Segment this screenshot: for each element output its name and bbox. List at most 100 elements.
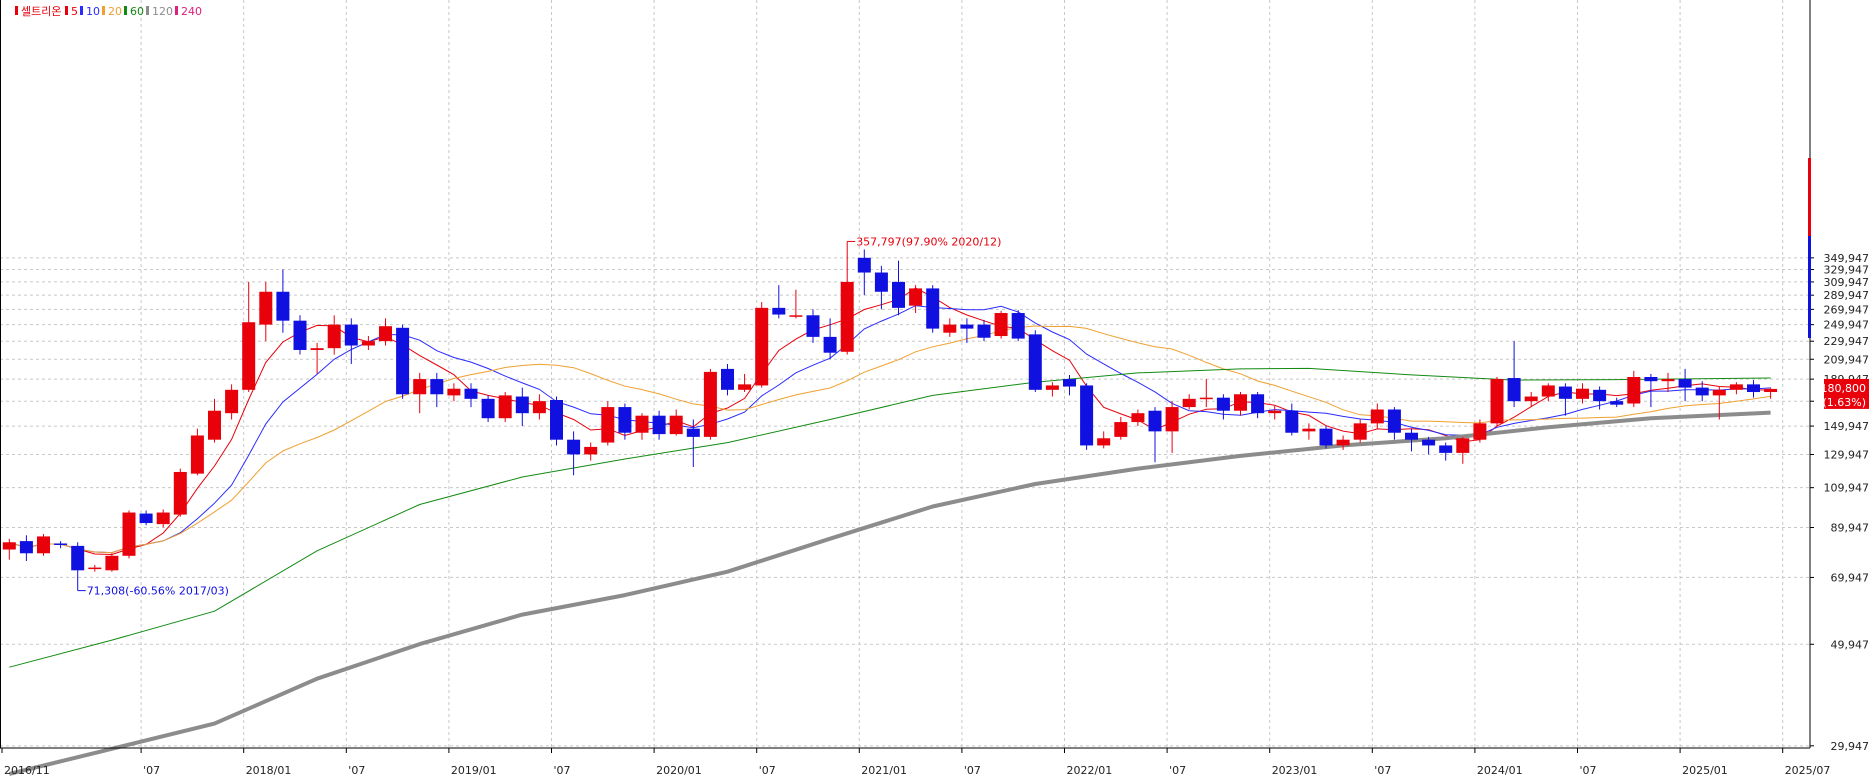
candle-body [1593, 389, 1607, 402]
x-tick-label: '07 [759, 764, 776, 777]
candle-body [1285, 410, 1299, 433]
candle [960, 318, 974, 343]
annotations: 357,797(97.90% 2020/12) 71,308(-60.56% 20… [77, 235, 1001, 598]
candle [669, 409, 683, 436]
candle-body [943, 324, 957, 333]
candle [310, 342, 324, 374]
candle-body [840, 281, 854, 352]
candle-body [1524, 396, 1538, 402]
high-annotation: 357,797(97.90% 2020/12) [846, 235, 1001, 254]
x-tick-label: '07 [1169, 764, 1186, 777]
candle [550, 396, 563, 446]
legend-label: 20 [108, 5, 122, 18]
candle [1593, 386, 1607, 410]
candle [1764, 387, 1778, 399]
candle [156, 509, 170, 528]
candle-body [703, 371, 717, 437]
legend-item: 5 [65, 5, 78, 18]
candle [994, 310, 1008, 339]
price-range-bar-down [1808, 236, 1811, 338]
candle-body [122, 512, 136, 556]
candle-body [1268, 410, 1282, 414]
candle-body [755, 307, 769, 386]
y-tick-label: 149,947 [1824, 420, 1870, 433]
legend-item: 10 [80, 5, 100, 18]
candle [1045, 382, 1059, 397]
candle [1387, 407, 1401, 440]
candle [413, 372, 427, 414]
candle [943, 318, 957, 337]
candle [396, 324, 410, 399]
y-tick-label: 209,947 [1824, 353, 1870, 366]
y-tick-label: 109,947 [1824, 482, 1870, 495]
legend-item: 60 [124, 5, 144, 18]
candle [584, 442, 598, 461]
candle [190, 428, 204, 476]
y-tick-label: 29,947 [1831, 740, 1870, 753]
x-tick-label: 2020/01 [656, 764, 702, 777]
candle [1063, 374, 1076, 396]
y-tick-label: 269,947 [1824, 303, 1870, 316]
candle-body [1319, 428, 1333, 446]
candle-body [1507, 378, 1521, 402]
price-range-bar-up [1808, 158, 1811, 238]
legend-swatch [146, 6, 149, 15]
legend-swatch [175, 6, 178, 15]
legend-swatch [124, 6, 127, 15]
x-tick-label: '07 [964, 764, 981, 777]
y-tick-label: 329,947 [1824, 264, 1870, 277]
candle-body [1610, 401, 1624, 405]
candle [1165, 401, 1179, 453]
candle [1216, 394, 1230, 420]
last-price-change: (1.63%) [1822, 396, 1866, 409]
candle-body [19, 541, 33, 554]
candle [344, 318, 358, 364]
candles [2, 249, 1778, 574]
candle-body [601, 407, 615, 443]
candle [1114, 416, 1128, 440]
candle [447, 383, 461, 402]
y-tick-label: 309,947 [1824, 276, 1870, 289]
candle-body [1148, 410, 1162, 432]
candle [618, 403, 632, 440]
last-price-label: 180,800 [1821, 382, 1867, 395]
candle-body [618, 407, 632, 433]
legend-item: 셀트리온 [15, 5, 61, 18]
candle-body [413, 379, 427, 395]
candle [806, 309, 820, 343]
candle-body [686, 428, 700, 437]
candle-body [1456, 438, 1470, 453]
x-tick-label: 2025/01 [1682, 764, 1728, 777]
candle-body [1097, 438, 1111, 446]
candle [1627, 370, 1641, 408]
x-tick-label: 2023/01 [1272, 764, 1318, 777]
candle-body [37, 536, 50, 554]
candle [1199, 379, 1213, 408]
candle-body [669, 415, 683, 435]
candle-body [1028, 334, 1042, 390]
candle-body [584, 446, 598, 455]
candle-body [54, 543, 68, 545]
candle-body [1678, 379, 1692, 388]
x-tick-label: '07 [348, 764, 365, 777]
candle [225, 384, 239, 420]
candle [1558, 383, 1572, 416]
candle-body [1644, 376, 1658, 382]
candle-body [327, 324, 341, 349]
candle [772, 285, 786, 319]
candle-body [567, 439, 581, 455]
candle [892, 260, 905, 316]
candle [1747, 380, 1760, 398]
candle [1661, 372, 1675, 393]
legend-label: 셀트리온 [21, 5, 61, 18]
candle-body [1764, 388, 1778, 393]
legend-swatch [102, 6, 105, 15]
candle [242, 281, 256, 393]
candle [1370, 403, 1384, 429]
candle [840, 253, 854, 355]
candle-body [293, 320, 307, 350]
candle-body [2, 542, 16, 550]
